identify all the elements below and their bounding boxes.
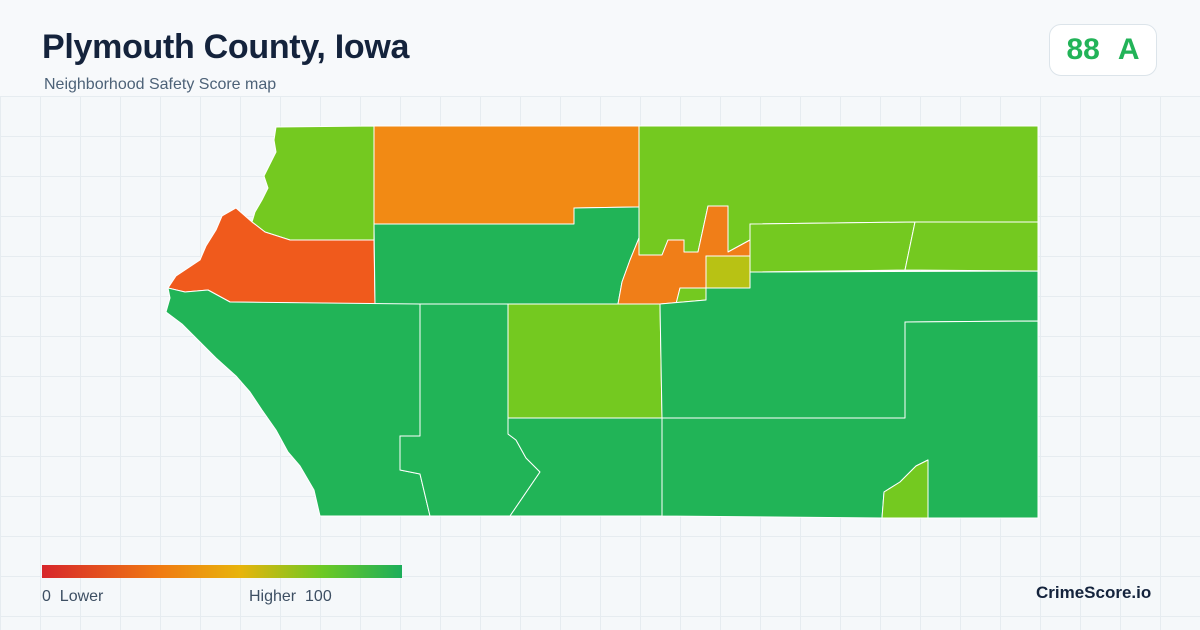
region-south-central[interactable] [507,417,663,517]
region-east-strip-west[interactable] [749,221,916,273]
region-southeast-small[interactable] [881,459,929,519]
header-band [0,0,1200,97]
region-southwest[interactable] [165,287,431,517]
region-east-strip-east[interactable] [904,221,1039,272]
score-value: 88 [1066,33,1100,66]
legend-max-group: Higher 100 [249,588,332,606]
legend-max-label: Higher [249,588,297,605]
region-northwest-upper[interactable] [251,125,375,241]
legend-gradient-bar [42,565,402,578]
score-badge: 88 A [1049,24,1157,76]
score-grade: A [1117,33,1140,66]
region-east-small[interactable] [705,255,751,289]
legend-max-value: 100 [305,588,332,605]
page-title: Plymouth County, Iowa [42,28,410,66]
legend-min-group: 0 Lower [42,588,103,606]
legend-min-label: Lower [59,588,104,605]
page-subtitle: Neighborhood Safety Score map [44,76,277,93]
brand-label: CrimeScore.io [1036,583,1152,602]
legend-min-value: 0 [42,588,51,605]
